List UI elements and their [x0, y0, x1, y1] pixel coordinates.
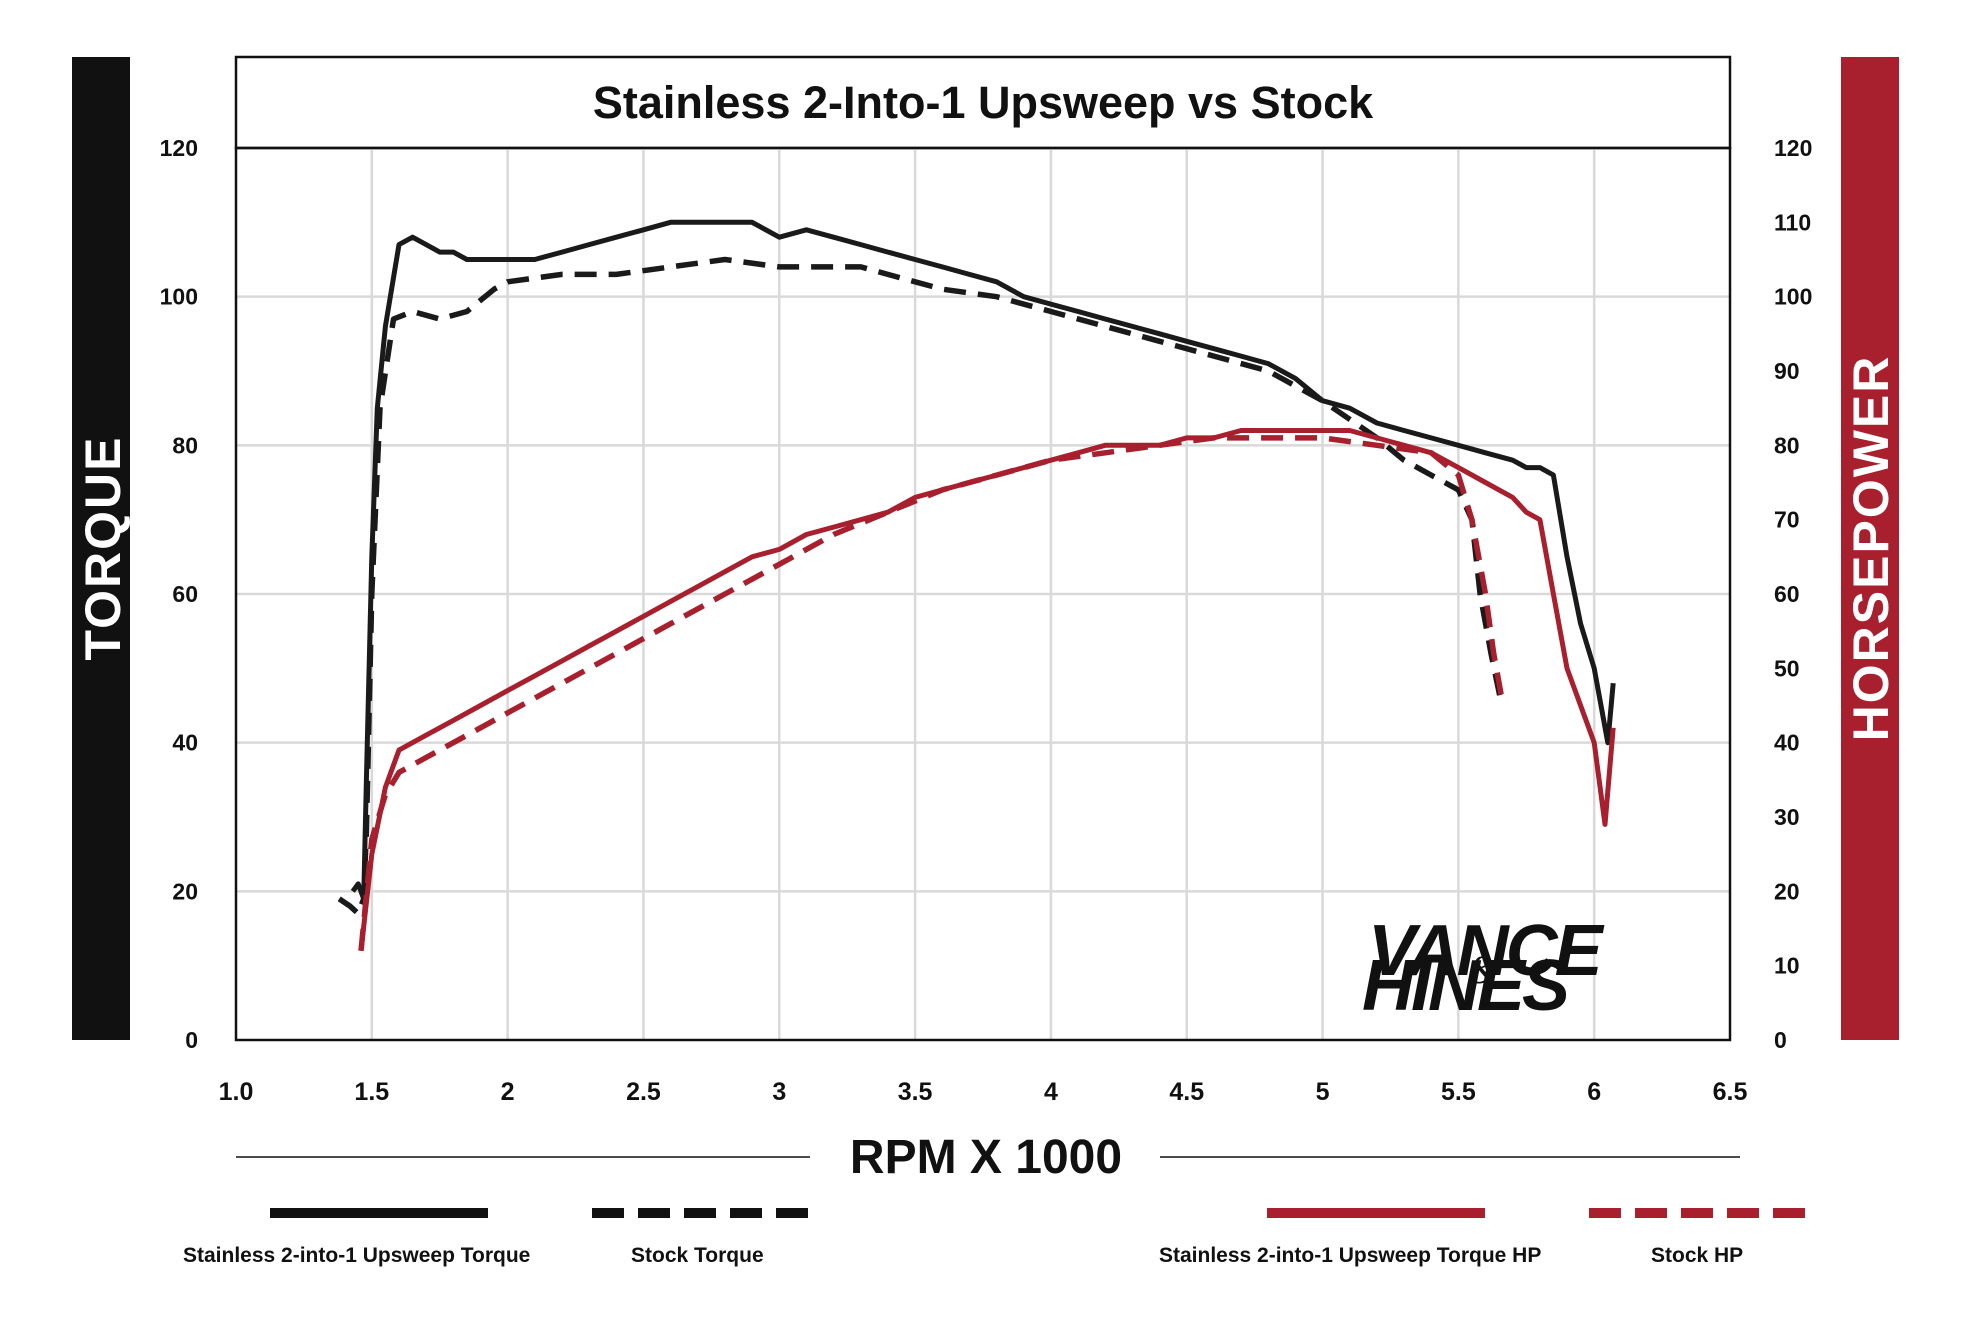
series-line-stock-torque	[337, 256, 1505, 917]
y-right-tick-0: 0	[1774, 1027, 1787, 1053]
y-left-tick-0: 0	[185, 1027, 198, 1053]
horsepower-axis-bar	[1841, 57, 1899, 1040]
y-right-tick-10: 100	[1774, 284, 1812, 310]
x-tick-8: 5	[1316, 1078, 1330, 1106]
torque-axis-bar	[72, 57, 130, 1040]
series-line-upsweep-hp	[358, 428, 1616, 952]
vance-hines-logo: VANCE & HINES	[1362, 911, 1608, 1026]
y-right-tick-8: 80	[1774, 432, 1800, 458]
x-tick-0: 1.0	[219, 1078, 254, 1106]
y-right-tick-1: 10	[1774, 953, 1800, 979]
chart-title: Stainless 2-Into-1 Upsweep vs Stock	[593, 77, 1374, 128]
torque-axis-label: TORQUE	[75, 436, 131, 661]
y-right-tick-9: 90	[1774, 358, 1800, 384]
y-right-tick-7: 70	[1774, 507, 1800, 533]
legend-label-stock-torque: Stock Torque	[631, 1244, 764, 1267]
x-ticks: 1.0 1.5 2 2.5 3 3.5 4 4.5 5 5.5 6 6.5	[219, 1078, 1748, 1106]
series-line-stock-hp	[358, 435, 1505, 952]
horsepower-axis-label: HORSEPOWER	[1843, 355, 1899, 742]
x-tick-2: 2	[501, 1078, 515, 1106]
x-tick-6: 4	[1044, 1078, 1058, 1106]
logo-line1: VANCE	[1368, 911, 1605, 991]
x-tick-11: 6.5	[1713, 1078, 1748, 1106]
x-tick-5: 3.5	[898, 1078, 933, 1106]
legend-label-stock-hp: Stock HP	[1651, 1244, 1743, 1267]
legend-label-upsweep-hp: Stainless 2-into-1 Upsweep Torque HP	[1159, 1244, 1541, 1267]
y-left-tick-5: 100	[160, 284, 198, 310]
y-right-tick-2: 20	[1774, 878, 1800, 904]
series-layer	[337, 219, 1616, 952]
y-right-tick-4: 40	[1774, 730, 1800, 756]
x-axis-label: RPM X 1000	[850, 1131, 1122, 1184]
legend: Stainless 2-into-1 Upsweep Torque Stock …	[183, 1208, 1807, 1267]
x-tick-10: 6	[1587, 1078, 1601, 1106]
x-tick-3: 2.5	[626, 1078, 661, 1106]
series-line-upsweep-torque	[350, 219, 1616, 902]
plot-frame	[234, 146, 1732, 1042]
y-left-tick-4: 80	[172, 432, 198, 458]
y-right-tick-11: 110	[1774, 209, 1811, 235]
left-y-ticks: 0 20 40 60 80 100 120	[160, 135, 198, 1053]
x-tick-9: 5.5	[1441, 1078, 1476, 1106]
y-right-tick-6: 60	[1774, 581, 1800, 607]
y-right-tick-3: 30	[1774, 804, 1800, 830]
x-tick-1: 1.5	[354, 1078, 389, 1106]
grid	[236, 148, 1730, 1040]
y-left-tick-3: 60	[172, 581, 198, 607]
y-right-tick-5: 50	[1774, 655, 1800, 681]
legend-label-upsweep-torque: Stainless 2-into-1 Upsweep Torque	[183, 1244, 530, 1267]
x-tick-4: 3	[772, 1078, 786, 1106]
logo-amp: &	[1468, 947, 1499, 992]
y-left-tick-2: 40	[172, 730, 198, 756]
y-right-tick-12: 120	[1774, 135, 1812, 161]
logo-line2: HINES	[1362, 946, 1570, 1026]
y-left-tick-6: 120	[160, 135, 198, 161]
x-tick-7: 4.5	[1169, 1078, 1204, 1106]
right-y-ticks: 0 10 20 30 40 50 60 70 80 90 100 110 120	[1774, 135, 1812, 1053]
y-left-tick-1: 20	[172, 878, 198, 904]
